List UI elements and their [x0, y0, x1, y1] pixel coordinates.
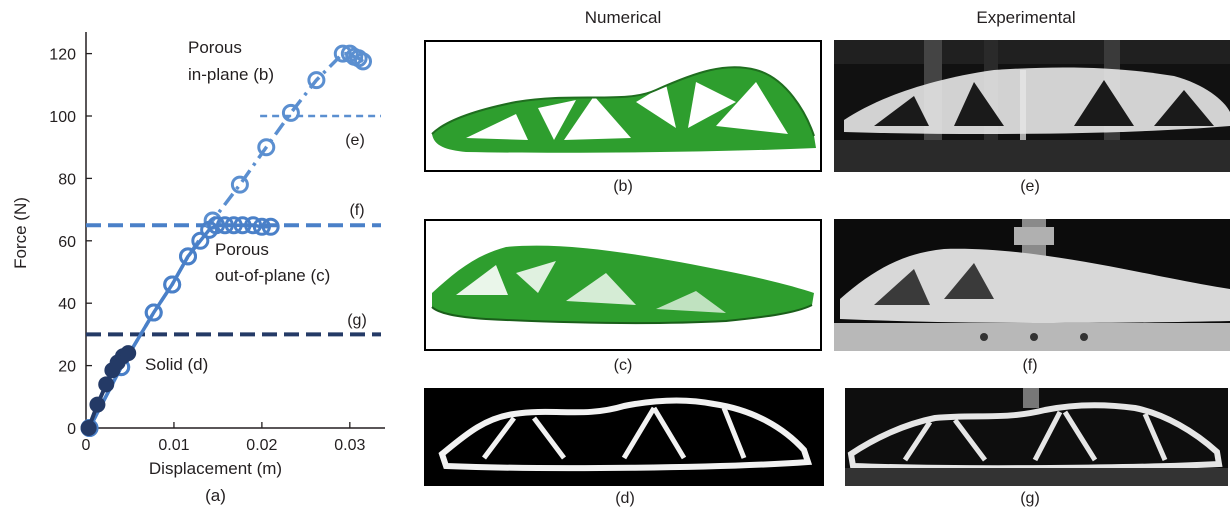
experimental-column-header: Experimental: [976, 8, 1076, 27]
chart-caption: (a): [205, 486, 226, 505]
x-axis-label: Displacement (m): [149, 459, 282, 478]
caption-b: (b): [613, 178, 633, 195]
chart-annotations: Porous in-plane (b) Porous out-of-plane (c)…: [145, 38, 330, 374]
data-point: [224, 216, 243, 235]
data-point: [307, 71, 326, 90]
panel-d-numerical-solid: [424, 388, 824, 486]
caption-c: (c): [613, 357, 633, 374]
data-point: [233, 216, 252, 235]
panel-f-experimental-out-of-plane: [834, 219, 1230, 351]
series-label: Solid (d): [145, 355, 208, 374]
x-tick-label: 0.03: [334, 437, 365, 454]
data-point: [207, 216, 226, 235]
data-point: [191, 231, 210, 250]
y-tick-label: 120: [49, 47, 76, 64]
axes: 0 20 40 60 80 100 120 0 0.01 0.02 0.03 Displacement…: [11, 32, 385, 505]
caption-f: (f): [1022, 357, 1038, 374]
reference-line-label: (e): [345, 132, 365, 149]
x-tick-label: 0.02: [246, 437, 277, 454]
series-label: Porous: [188, 38, 242, 57]
data-point: [120, 345, 137, 362]
y-tick-label: 20: [58, 359, 76, 376]
x-tick-label: 0: [82, 437, 91, 454]
caption-d: (d): [615, 490, 635, 507]
panel-e-experimental-in-plane: [834, 40, 1230, 172]
data-series: [80, 44, 373, 437]
y-axis-label: Force (N): [11, 197, 30, 269]
reference-lines: (e) (f) (g): [86, 114, 381, 337]
data-point: [179, 247, 198, 266]
data-point: [257, 138, 276, 157]
data-point: [244, 216, 263, 235]
caption-e: (e): [1020, 178, 1040, 195]
force-displacement-chart: 0 20 40 60 80 100 120 0 0.01 0.02 0.03 Displacement…: [11, 32, 385, 505]
data-point: [163, 275, 182, 294]
caption-g: (g): [1020, 490, 1040, 507]
data-point: [80, 420, 97, 436]
reference-line-label: (f): [349, 202, 364, 219]
panel-g-experimental-solid: [845, 388, 1228, 486]
y-tick-label: 100: [49, 109, 76, 126]
y-tick-label: 80: [58, 171, 76, 188]
data-point: [230, 175, 249, 194]
data-point: [333, 44, 352, 63]
data-point: [89, 396, 106, 413]
series-label: out-of-plane (c): [215, 266, 330, 285]
panel-b-numerical-in-plane: [424, 40, 822, 172]
data-point: [261, 217, 280, 236]
data-point: [354, 52, 373, 71]
y-tick-label: 60: [58, 234, 76, 251]
x-tick-label: 0.01: [158, 437, 189, 454]
y-tick-label: 40: [58, 296, 76, 313]
numerical-column-header: Numerical: [584, 8, 662, 27]
y-tick-label: 0: [67, 421, 76, 438]
series-label: Porous: [215, 240, 269, 259]
data-point: [281, 103, 300, 122]
panel-c-numerical-out-of-plane: [424, 219, 822, 351]
data-point: [144, 303, 163, 322]
reference-line-label: (g): [347, 312, 367, 329]
data-point: [252, 217, 271, 236]
data-point: [98, 376, 115, 393]
data-point: [215, 216, 234, 235]
series-label: in-plane (b): [188, 65, 274, 84]
